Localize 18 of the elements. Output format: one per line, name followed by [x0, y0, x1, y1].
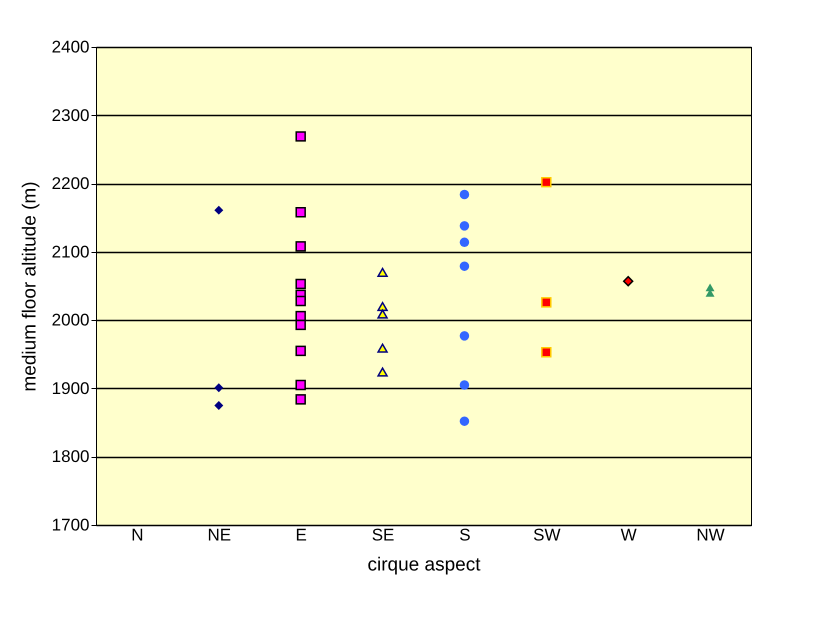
x-tick-label: S	[459, 526, 471, 544]
y-tick-label: 2100	[52, 242, 90, 262]
y-tick-label: 1800	[52, 447, 90, 466]
x-tick-label: SW	[533, 526, 561, 544]
x-tick-label: E	[296, 526, 307, 544]
y-tick-label: 2200	[52, 174, 90, 194]
x-tick-label: NE	[208, 526, 232, 544]
y-tick-label: 2000	[52, 310, 90, 330]
y-axis-title: medium floor altitude (m)	[20, 181, 41, 392]
x-tick-label: NW	[696, 526, 725, 544]
y-tick-label: 2400	[52, 38, 90, 56]
x-tick-label: W	[620, 526, 637, 544]
x-tick-label: SE	[372, 526, 394, 544]
x-tick-label: N	[131, 526, 144, 544]
y-tick-label: 1700	[52, 516, 90, 534]
y-tick-label: 2300	[52, 106, 90, 125]
x-axis-title: cirque aspect	[367, 554, 482, 576]
y-tick-label: 1900	[52, 378, 90, 398]
